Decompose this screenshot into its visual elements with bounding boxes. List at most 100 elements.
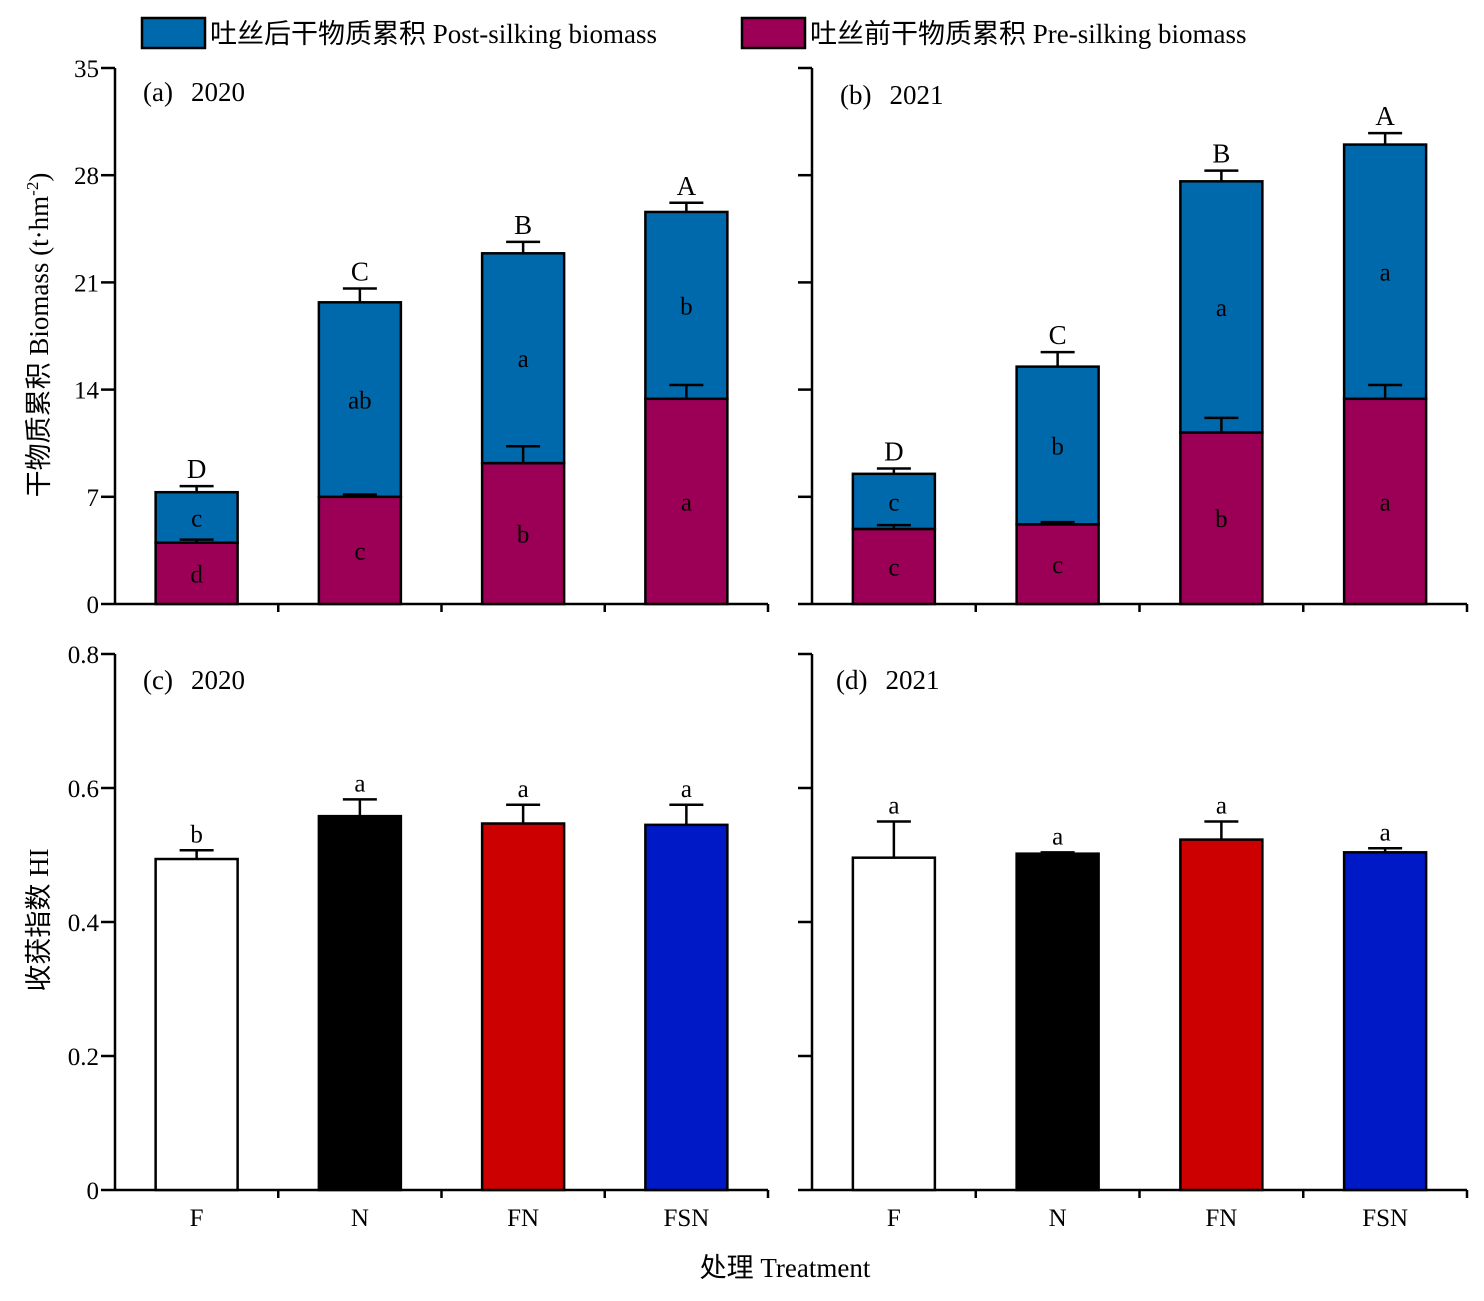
y-tick-label: 7 <box>87 485 100 512</box>
sig-letter-total-n: C <box>1049 320 1067 350</box>
sig-letter-total-f: D <box>187 454 207 484</box>
x-tick-label-fn: FN <box>507 1205 539 1232</box>
sig-letter-fn: a <box>1216 793 1227 820</box>
panel-caption: (b) 2021 <box>840 80 943 110</box>
bar-hi-n <box>317 814 403 1192</box>
y-tick-label: 0.8 <box>68 642 99 669</box>
sig-letter-post-f: c <box>191 505 202 532</box>
y-axis-title-top-main: 干物质累积 Biomass (t·hm <box>24 196 54 498</box>
bar-hi-fsn <box>1342 851 1428 1192</box>
sig-letter-pre-f: c <box>888 554 899 581</box>
bar-hi-n <box>1015 852 1100 1192</box>
x-tick-label-fsn: FSN <box>663 1205 709 1232</box>
y-tick-label: 0 <box>87 1178 100 1205</box>
bar-pre-f <box>154 541 239 606</box>
y-tick-label: 28 <box>74 163 99 190</box>
sig-letter-total-f: D <box>884 436 904 466</box>
x-tick-label-fn: FN <box>1205 1205 1237 1232</box>
sig-letter-post-fsn: b <box>680 293 693 320</box>
panel-caption: (d) 2021 <box>836 665 939 695</box>
sig-letter-total-fsn: A <box>1375 101 1395 131</box>
bar-pre-n <box>1015 523 1100 606</box>
panel-caption: (c) 2020 <box>143 665 245 695</box>
y-axis-title-top-sup: -2 <box>23 182 42 196</box>
y-axis-title-top: 干物质累积 Biomass (t·hm-2) <box>23 173 54 498</box>
panel-caption-year: 2021 <box>885 665 939 695</box>
legend-label-post: 吐丝后干物质累积 Post-silking biomass <box>210 19 657 49</box>
panel-caption-letter: (d) <box>836 665 867 695</box>
sig-letter-total-fn: B <box>514 210 532 240</box>
panel-caption-year: 2021 <box>889 80 943 110</box>
bar-pre-fn <box>1179 431 1264 606</box>
legend-label-pre: 吐丝前干物质累积 Pre-silking biomass <box>810 19 1247 49</box>
bar-pre-f <box>851 527 937 606</box>
sig-letter-f: a <box>888 793 899 820</box>
sig-letter-post-n: b <box>1051 433 1064 460</box>
y-tick-label: 35 <box>74 56 99 83</box>
bar-hi-f <box>154 857 239 1192</box>
sig-letter-n: a <box>1052 823 1063 850</box>
sig-letter-pre-n: c <box>354 538 365 565</box>
y-tick-label: 14 <box>74 378 100 405</box>
x-tick-label-f: F <box>887 1205 901 1232</box>
sig-letter-fsn: a <box>681 776 692 803</box>
bar-pre-n <box>317 495 403 606</box>
y-axis-title-bottom: 收获指数 HI <box>24 848 54 991</box>
y-tick-label: 0.6 <box>68 776 99 803</box>
bar-pre-fsn <box>1342 397 1428 606</box>
bar-hi-fsn <box>644 823 729 1192</box>
sig-letter-f: b <box>190 821 203 848</box>
y-tick-label: 0.4 <box>68 910 100 937</box>
x-tick-label-f: F <box>190 1205 204 1232</box>
sig-letter-post-fsn: a <box>1380 260 1391 287</box>
y-tick-label: 0 <box>87 592 100 619</box>
bar-hi-fn <box>1179 838 1264 1192</box>
sig-letter-pre-f: d <box>190 561 203 588</box>
legend-swatch-post <box>140 16 207 50</box>
panel-caption-letter: (c) <box>143 665 173 695</box>
legend-swatch-pre <box>740 16 807 50</box>
bar-post-n <box>1015 365 1100 526</box>
sig-letter-pre-fn: b <box>517 522 530 549</box>
sig-letter-post-fn: a <box>518 346 529 373</box>
sig-letter-total-n: C <box>351 257 369 287</box>
bar-pre-fn <box>480 461 566 606</box>
bar-post-fsn <box>644 210 729 401</box>
bar-post-n <box>317 301 403 499</box>
sig-letter-post-f: c <box>888 489 899 516</box>
panel-caption-year: 2020 <box>191 665 245 695</box>
y-axis-title-top-end: ) <box>24 173 54 182</box>
bar-hi-fn <box>480 822 566 1192</box>
y-tick-label: 21 <box>74 270 99 297</box>
sig-letter-pre-fsn: a <box>681 489 692 516</box>
x-tick-label-n: N <box>1049 1205 1067 1232</box>
panel-caption-letter: (a) <box>143 77 173 107</box>
x-tick-label-fsn: FSN <box>1362 1205 1408 1232</box>
sig-letter-pre-fsn: a <box>1380 489 1391 516</box>
sig-letter-total-fsn: A <box>677 171 697 201</box>
y-tick-label: 0.2 <box>68 1044 99 1071</box>
legend: 吐丝后干物质累积 Post-silking biomass 吐丝前干物质累积 P… <box>140 16 1247 50</box>
bar-post-fsn <box>1342 143 1428 401</box>
bar-pre-fsn <box>644 397 729 606</box>
sig-letter-post-fn: a <box>1216 295 1227 322</box>
panel-caption: (a) 2020 <box>143 77 245 107</box>
x-axis-title: 处理 Treatment <box>700 1253 871 1283</box>
panel-caption-year: 2020 <box>191 77 245 107</box>
sig-letter-pre-fn: b <box>1215 506 1228 533</box>
panel-caption-letter: (b) <box>840 80 871 110</box>
bar-post-f <box>851 472 937 531</box>
sig-letter-fsn: a <box>1380 819 1391 846</box>
x-tick-label-n: N <box>351 1205 369 1232</box>
sig-letter-post-n: ab <box>348 388 372 415</box>
sig-letter-fn: a <box>518 776 529 803</box>
bar-hi-f <box>851 856 937 1192</box>
sig-letter-n: a <box>354 770 365 797</box>
sig-letter-pre-n: c <box>1052 552 1063 579</box>
sig-letter-total-fn: B <box>1212 139 1230 169</box>
